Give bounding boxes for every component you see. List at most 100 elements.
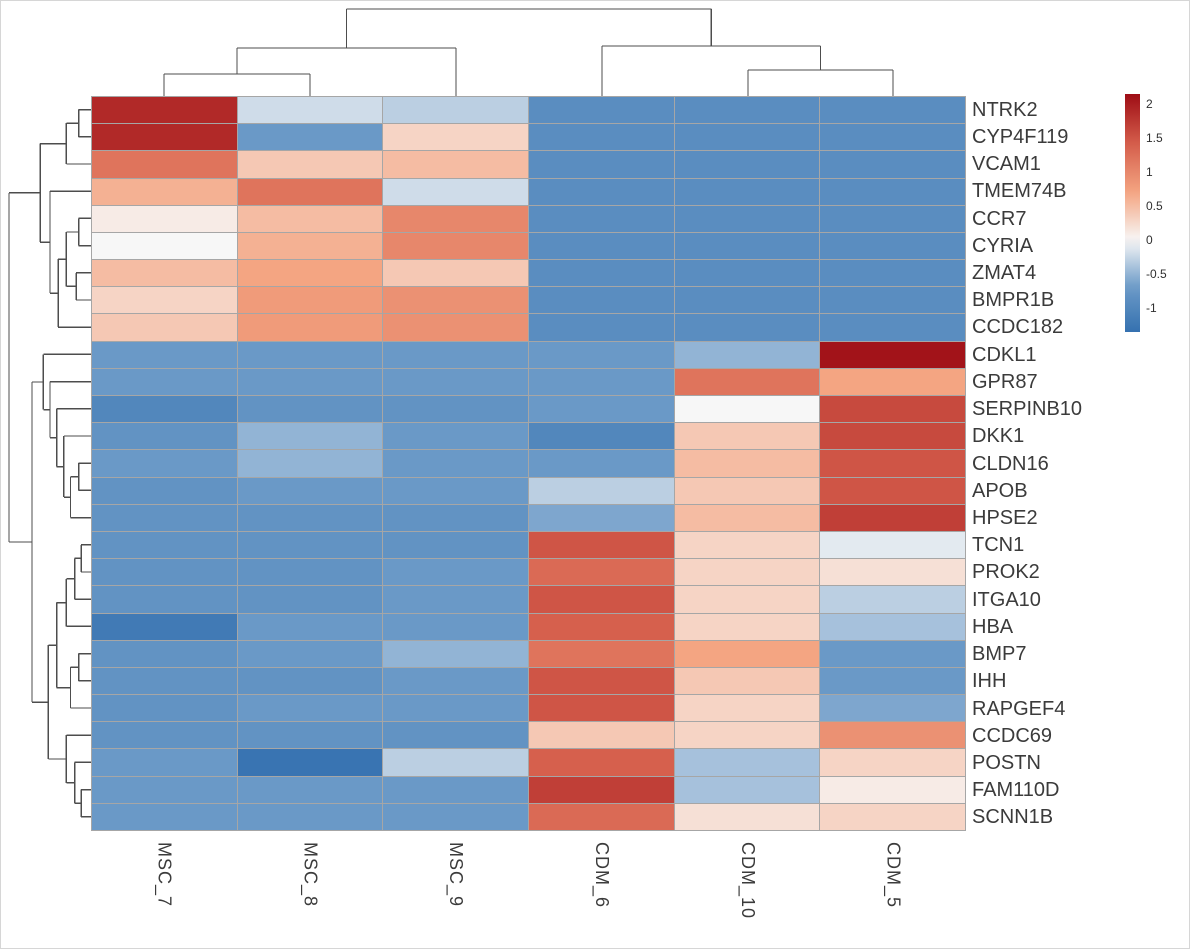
heatmap-cell	[383, 314, 528, 341]
heatmap-cell	[383, 450, 528, 477]
heatmap-cell	[383, 260, 528, 287]
heatmap-cell	[237, 341, 383, 368]
heatmap-cell	[92, 450, 237, 477]
heatmap-cell	[92, 667, 237, 695]
colorbar-tick-label: -1	[1146, 301, 1157, 316]
heatmap-cell	[529, 151, 674, 178]
row-label: BMP7	[972, 643, 1027, 666]
heatmap-cell	[383, 124, 528, 151]
heatmap-cell	[674, 531, 820, 559]
heatmap-cell	[674, 477, 820, 504]
heatmap-cell	[674, 640, 820, 667]
heatmap-cell	[383, 368, 528, 396]
heatmap-cell	[529, 232, 674, 260]
colorbar-gradient	[1125, 94, 1140, 332]
heatmap-cell	[383, 803, 528, 830]
heatmap-cell	[529, 749, 674, 776]
heatmap-cell	[529, 667, 674, 695]
heatmap-cell	[674, 124, 820, 151]
heatmap-cell	[820, 314, 965, 341]
heatmap-cell	[383, 151, 528, 178]
heatmap-cell	[237, 423, 383, 450]
row-label: GPR87	[972, 370, 1038, 393]
heatmap-cell	[383, 97, 528, 124]
heatmap-cell	[383, 695, 528, 722]
colorbar-tick-label: -0.5	[1146, 267, 1167, 282]
heatmap-cell	[820, 586, 965, 613]
heatmap-cell	[529, 423, 674, 450]
heatmap-cell	[820, 124, 965, 151]
heatmap-cell	[237, 124, 383, 151]
heatmap-cell	[529, 205, 674, 232]
heatmap-cell	[383, 396, 528, 423]
heatmap-cell	[237, 803, 383, 830]
heatmap-cell	[674, 504, 820, 531]
row-label: TMEM74B	[972, 180, 1067, 203]
heatmap-cell	[820, 504, 965, 531]
heatmap-cell	[383, 232, 528, 260]
heatmap-cell	[674, 260, 820, 287]
heatmap-cell	[383, 504, 528, 531]
row-label: IHH	[972, 670, 1007, 693]
heatmap-cell	[92, 613, 237, 640]
heatmap-cell	[529, 531, 674, 559]
heatmap-cell	[237, 776, 383, 803]
heatmap-cell	[674, 776, 820, 803]
heatmap-cell	[383, 477, 528, 504]
colorbar-tick-label: 1	[1146, 165, 1153, 180]
heatmap-cell	[529, 695, 674, 722]
heatmap-cell	[383, 531, 528, 559]
heatmap-cell	[820, 178, 965, 205]
heatmap-cell	[529, 287, 674, 314]
heatmap-cell	[674, 613, 820, 640]
heatmap-cell	[674, 450, 820, 477]
heatmap-cell	[237, 178, 383, 205]
heatmap-cell	[237, 97, 383, 124]
heatmap-cell	[674, 396, 820, 423]
row-label: CCDC182	[972, 316, 1064, 339]
heatmap-cell	[820, 205, 965, 232]
heatmap-cell	[237, 232, 383, 260]
heatmap-cell	[674, 423, 820, 450]
heatmap-cell	[383, 749, 528, 776]
heatmap-cell	[674, 667, 820, 695]
heatmap-cell	[820, 97, 965, 124]
heatmap-cell	[529, 722, 674, 749]
heatmap-cell	[820, 776, 965, 803]
row-label: BMPR1B	[972, 289, 1055, 312]
row-label: HBA	[972, 615, 1014, 638]
heatmap-cell	[383, 178, 528, 205]
column-dendrogram	[163, 8, 894, 96]
heatmap-cell	[820, 803, 965, 830]
colorbar-tick-label: 1.5	[1146, 131, 1163, 146]
heatmap-cell	[92, 314, 237, 341]
colorbar-tick-label: 0.5	[1146, 199, 1163, 214]
heatmap-cell	[92, 151, 237, 178]
heatmap-cell	[92, 640, 237, 667]
heatmap-cell	[237, 640, 383, 667]
heatmap-cell	[529, 776, 674, 803]
colorbar	[1125, 94, 1140, 332]
heatmap-cell	[674, 205, 820, 232]
heatmap-cell	[529, 396, 674, 423]
row-label: SERPINB10	[972, 398, 1083, 421]
heatmap-cell	[383, 423, 528, 450]
heatmap-cell	[529, 368, 674, 396]
heatmap-cell	[820, 722, 965, 749]
heatmap-cell	[529, 97, 674, 124]
heatmap-cell	[820, 667, 965, 695]
heatmap-cell	[529, 504, 674, 531]
heatmap-cell	[92, 559, 237, 586]
row-label: RAPGEF4	[972, 697, 1066, 720]
heatmap-cell	[92, 396, 237, 423]
heatmap-cell	[820, 368, 965, 396]
colorbar-tick-label: 2	[1146, 97, 1153, 112]
row-label: ZMAT4	[972, 261, 1037, 284]
heatmap-cell	[92, 97, 237, 124]
heatmap-cell	[237, 287, 383, 314]
heatmap-cell	[383, 640, 528, 667]
row-label: ITGA10	[972, 588, 1041, 611]
heatmap-cell	[237, 749, 383, 776]
row-label: DKK1	[972, 425, 1025, 448]
row-label: FAM110D	[972, 779, 1060, 802]
